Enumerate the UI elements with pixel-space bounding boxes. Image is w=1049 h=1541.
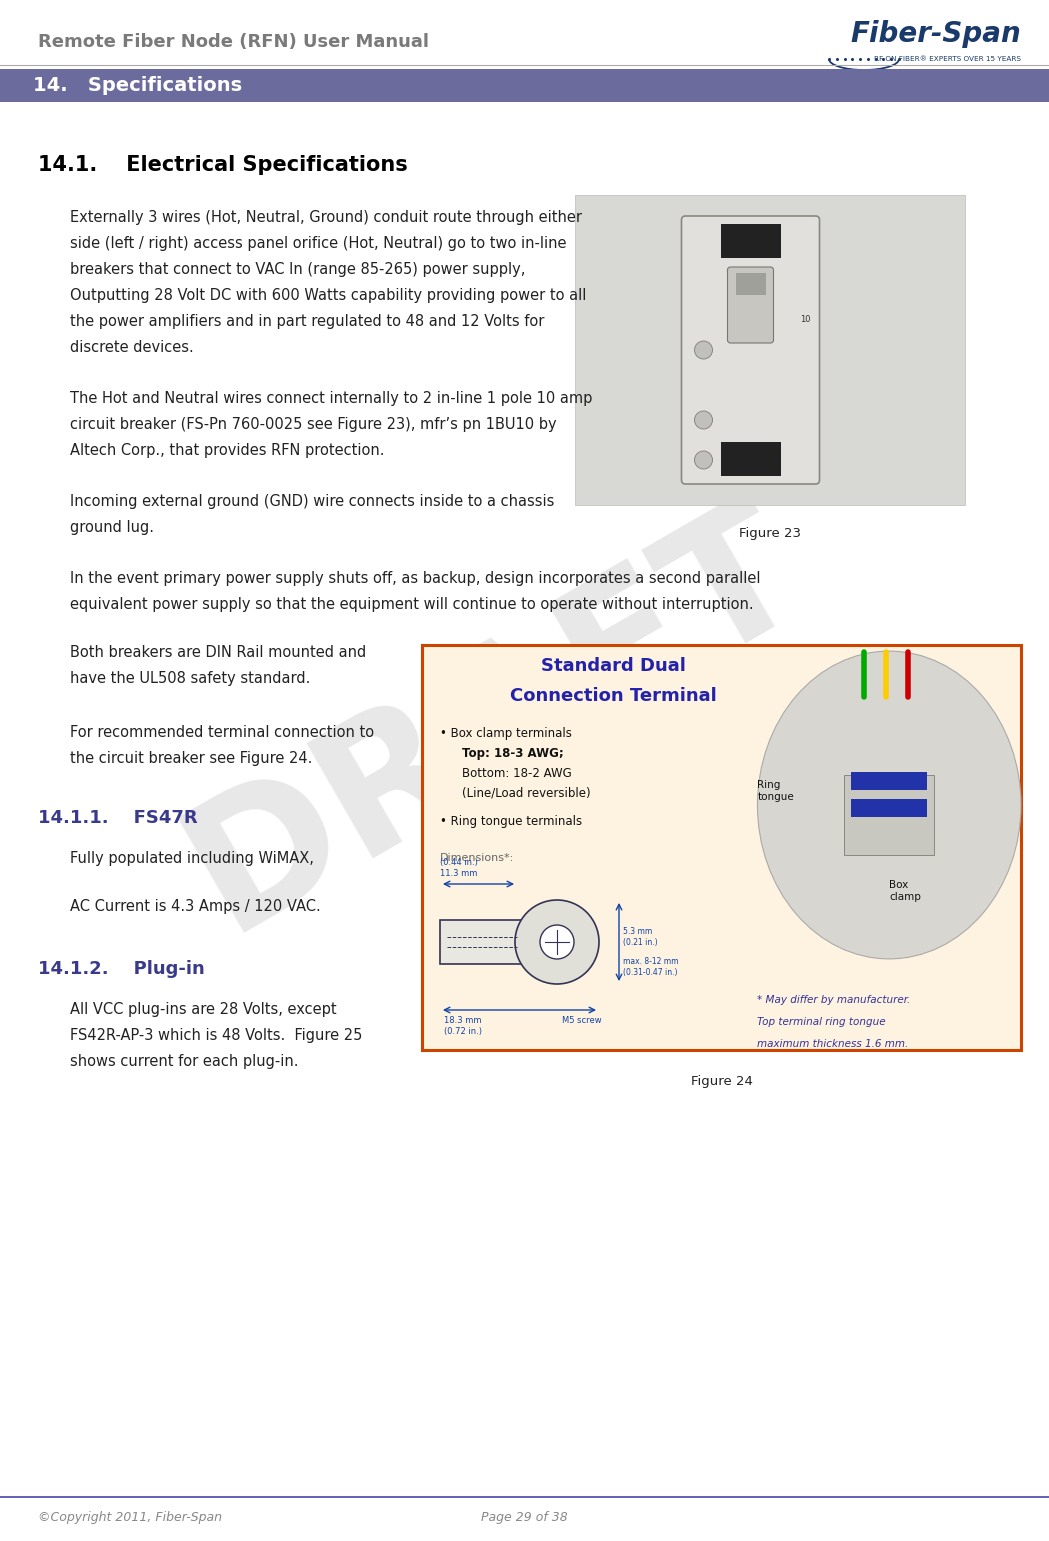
Text: Top: 18-3 AWG;: Top: 18-3 AWG; xyxy=(462,747,563,760)
Text: Page 29 of 38: Page 29 of 38 xyxy=(481,1512,568,1524)
Text: 14.1.    Electrical Specifications: 14.1. Electrical Specifications xyxy=(38,156,408,176)
Bar xyxy=(575,196,965,505)
Text: Both breakers are DIN Rail mounted and: Both breakers are DIN Rail mounted and xyxy=(70,646,366,660)
FancyBboxPatch shape xyxy=(728,267,773,344)
Circle shape xyxy=(540,925,574,959)
Text: max. 8-12 mm
(0.31-0.47 in.): max. 8-12 mm (0.31-0.47 in.) xyxy=(623,957,679,977)
Circle shape xyxy=(694,341,712,359)
Text: 11.3 mm: 11.3 mm xyxy=(440,869,477,878)
Text: Outputting 28 Volt DC with 600 Watts capability providing power to all: Outputting 28 Volt DC with 600 Watts cap… xyxy=(70,288,586,304)
Text: Externally 3 wires (Hot, Neutral, Ground) conduit route through either: Externally 3 wires (Hot, Neutral, Ground… xyxy=(70,210,582,225)
Text: Top terminal ring tongue: Top terminal ring tongue xyxy=(757,1017,886,1026)
Text: equivalent power supply so that the equipment will continue to operate without i: equivalent power supply so that the equi… xyxy=(70,596,753,612)
Text: have the UL508 safety standard.: have the UL508 safety standard. xyxy=(70,670,311,686)
Text: For recommended terminal connection to: For recommended terminal connection to xyxy=(70,724,374,740)
Bar xyxy=(721,223,780,257)
Text: circuit breaker (FS-Pn 760-0025 see Figure 23), mfr’s pn 1BU10 by: circuit breaker (FS-Pn 760-0025 see Figu… xyxy=(70,418,557,431)
Bar xyxy=(735,273,766,294)
Text: side (left / right) access panel orifice (Hot, Neutral) go to two in-line: side (left / right) access panel orifice… xyxy=(70,236,566,251)
Bar xyxy=(851,798,927,817)
Text: 5.3 mm
(0.21 in.): 5.3 mm (0.21 in.) xyxy=(623,928,658,946)
Text: the power amplifiers and in part regulated to 48 and 12 Volts for: the power amplifiers and in part regulat… xyxy=(70,314,544,328)
Text: Figure 24: Figure 24 xyxy=(690,1076,752,1088)
Text: Dimensions*:: Dimensions*: xyxy=(440,854,514,863)
Text: Ring
tongue: Ring tongue xyxy=(757,780,794,801)
Text: Altech Corp., that provides RFN protection.: Altech Corp., that provides RFN protecti… xyxy=(70,442,385,458)
Bar xyxy=(721,442,780,476)
Text: RF ON FIBER® EXPERTS OVER 15 YEARS: RF ON FIBER® EXPERTS OVER 15 YEARS xyxy=(874,55,1021,62)
Text: Bottom: 18-2 AWG: Bottom: 18-2 AWG xyxy=(462,767,572,780)
Text: discrete devices.: discrete devices. xyxy=(70,341,194,354)
Text: * May differ by manufacturer.: * May differ by manufacturer. xyxy=(757,995,911,1005)
Text: AC Current is 4.3 Amps / 120 VAC.: AC Current is 4.3 Amps / 120 VAC. xyxy=(70,898,321,914)
Text: Box
clamp: Box clamp xyxy=(890,880,921,901)
Text: 14.   Specifications: 14. Specifications xyxy=(33,76,242,96)
Bar xyxy=(440,920,522,965)
Text: breakers that connect to VAC In (range 85-265) power supply,: breakers that connect to VAC In (range 8… xyxy=(70,262,526,277)
Bar xyxy=(844,775,935,855)
Text: All VCC plug-ins are 28 Volts, except: All VCC plug-ins are 28 Volts, except xyxy=(70,1002,337,1017)
Text: maximum thickness 1.6 mm.: maximum thickness 1.6 mm. xyxy=(757,1039,908,1049)
Text: FS42R-AP-3 which is 48 Volts.  Figure 25: FS42R-AP-3 which is 48 Volts. Figure 25 xyxy=(70,1028,362,1043)
Text: Standard Dual: Standard Dual xyxy=(541,656,686,675)
Text: In the event primary power supply shuts off, as backup, design incorporates a se: In the event primary power supply shuts … xyxy=(70,572,761,586)
Text: 18.3 mm: 18.3 mm xyxy=(444,1016,481,1025)
Text: ©Copyright 2011, Fiber-Span: ©Copyright 2011, Fiber-Span xyxy=(38,1512,222,1524)
Text: Fully populated including WiMAX,: Fully populated including WiMAX, xyxy=(70,851,314,866)
Bar xyxy=(0,69,1049,102)
Text: Figure 23: Figure 23 xyxy=(738,527,801,539)
Text: Remote Fiber Node (RFN) User Manual: Remote Fiber Node (RFN) User Manual xyxy=(38,32,429,51)
Text: Connection Terminal: Connection Terminal xyxy=(510,687,718,704)
Bar xyxy=(422,646,1021,1049)
Text: • Ring tongue terminals: • Ring tongue terminals xyxy=(440,815,582,828)
Circle shape xyxy=(515,900,599,985)
FancyBboxPatch shape xyxy=(682,216,819,484)
Text: 10: 10 xyxy=(800,316,811,325)
Text: Fiber-Span: Fiber-Span xyxy=(851,20,1021,48)
Text: DRAFT: DRAFT xyxy=(158,476,831,966)
Circle shape xyxy=(694,452,712,468)
Text: (0.44 in.): (0.44 in.) xyxy=(440,858,478,868)
Text: the circuit breaker see Figure 24.: the circuit breaker see Figure 24. xyxy=(70,750,313,766)
Text: 14.1.1.    FS47R: 14.1.1. FS47R xyxy=(38,809,197,828)
Text: (Line/Load reversible): (Line/Load reversible) xyxy=(462,787,591,800)
Ellipse shape xyxy=(757,652,1021,959)
Circle shape xyxy=(694,411,712,428)
Text: shows current for each plug-in.: shows current for each plug-in. xyxy=(70,1054,299,1069)
Text: ground lug.: ground lug. xyxy=(70,519,154,535)
Bar xyxy=(851,772,927,791)
Text: M5 screw: M5 screw xyxy=(562,1016,602,1025)
Text: • Box clamp terminals: • Box clamp terminals xyxy=(440,727,572,740)
Text: The Hot and Neutral wires connect internally to 2 in-line 1 pole 10 amp: The Hot and Neutral wires connect intern… xyxy=(70,391,593,405)
Text: (0.72 in.): (0.72 in.) xyxy=(444,1026,481,1036)
Text: 14.1.2.    Plug-in: 14.1.2. Plug-in xyxy=(38,960,205,979)
Text: Incoming external ground (GND) wire connects inside to a chassis: Incoming external ground (GND) wire conn… xyxy=(70,495,554,509)
